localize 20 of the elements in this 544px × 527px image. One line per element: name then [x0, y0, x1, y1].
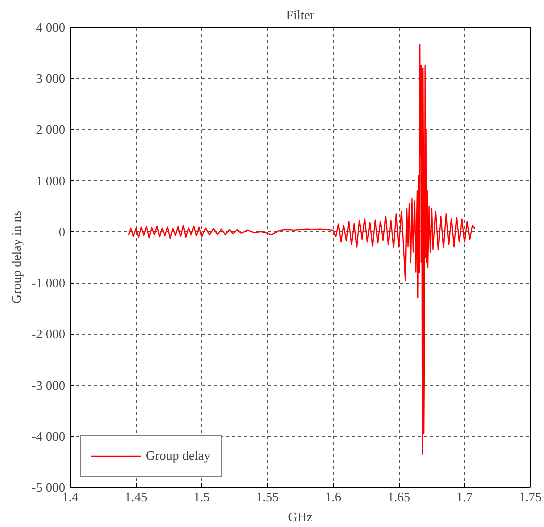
- y-tick-label: -4 000: [32, 428, 66, 444]
- x-axis-title: GHz: [288, 510, 314, 524]
- y-tick-label: -1 000: [32, 276, 66, 291]
- x-tick-label: 1.55: [256, 490, 280, 504]
- y-tick-label: -2 000: [32, 326, 66, 342]
- chart-title: Filter: [286, 8, 316, 22]
- y-axis-title: Group delay in ns: [8, 211, 24, 304]
- y-tick-label: -3 000: [32, 378, 66, 393]
- y-tick-label: 2 000: [36, 122, 66, 138]
- legend-label: Group delay: [146, 448, 211, 464]
- y-tick-label: 1 000: [36, 173, 66, 188]
- x-tick-label: 1.65: [388, 490, 410, 504]
- y-tick-label: 3 000: [36, 71, 66, 86]
- y-tick-label: 0: [59, 224, 66, 240]
- y-tick-label: 4 000: [36, 20, 66, 35]
- x-tick-label: 1.6: [325, 490, 342, 504]
- x-tick-label: 1.7: [456, 490, 474, 504]
- x-tick-label: 1.45: [124, 490, 148, 504]
- x-tick-label: 1.5: [194, 490, 210, 504]
- x-tick-label: 1.75: [519, 490, 542, 504]
